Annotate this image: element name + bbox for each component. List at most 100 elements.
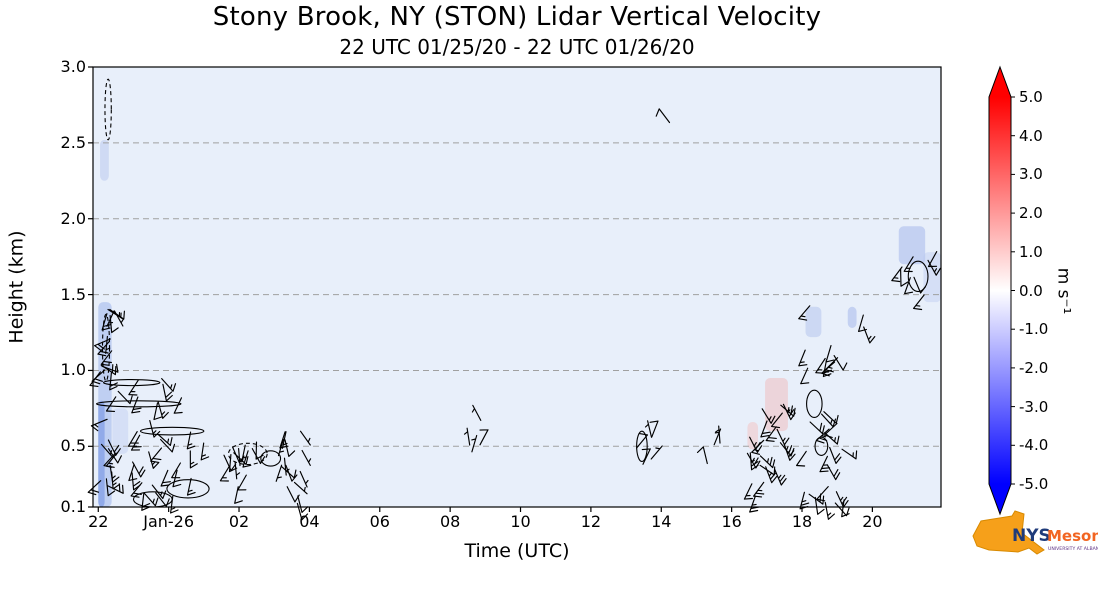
wind-barb — [835, 491, 849, 508]
contour-line — [260, 450, 282, 467]
wind-barb — [809, 421, 825, 435]
wind-barb — [100, 350, 113, 366]
wind-barb — [105, 396, 117, 412]
wind-barb — [900, 268, 909, 287]
x-tick-label: 18 — [791, 512, 813, 531]
wind-barb — [814, 496, 825, 515]
x-tick-label: 12 — [580, 512, 602, 531]
logo-nys-text: NYS — [1012, 526, 1051, 546]
x-tick-label: 04 — [299, 512, 320, 531]
wind-barb — [696, 446, 708, 465]
wind-barb — [237, 474, 247, 491]
wind-barb — [143, 492, 159, 507]
x-tick-label: 10 — [510, 512, 531, 531]
wind-barb — [131, 396, 142, 414]
wind-barb — [186, 477, 196, 496]
ny-state-shape — [972, 510, 1045, 555]
wind-barb — [284, 439, 296, 457]
y-tick-label: 1.5 — [60, 284, 86, 304]
wind-barb — [173, 397, 183, 414]
wind-barb — [765, 426, 777, 442]
y-tick-label: 0.1 — [60, 497, 86, 516]
contour-line — [227, 442, 268, 466]
wind-barb — [749, 452, 759, 471]
velocity-patch — [898, 226, 926, 265]
y-tick-label: 1.0 — [60, 360, 86, 380]
wind-barb — [128, 379, 139, 396]
wind-barb — [824, 432, 840, 445]
wind-barb — [903, 256, 914, 273]
x-axis-label: Time (UTC) — [464, 540, 570, 562]
wind-barb — [927, 259, 941, 276]
y-tick-label: 0.5 — [60, 436, 86, 456]
wind-barb — [101, 313, 112, 331]
wind-barb — [913, 276, 926, 294]
velocity-patch — [765, 378, 788, 432]
contour-line — [814, 436, 829, 456]
wind-barb — [471, 404, 482, 421]
contour-line — [907, 260, 929, 293]
wind-barb — [759, 455, 776, 469]
colorbar-tick-label: 0.0 — [1019, 281, 1043, 300]
wind-barb — [753, 481, 765, 498]
wind-barb — [751, 439, 765, 455]
x-tick-label: 22 — [88, 512, 109, 531]
wind-barb — [153, 402, 163, 421]
wind-barb — [479, 429, 489, 446]
wind-barb — [105, 478, 116, 497]
wind-barb — [200, 442, 210, 461]
wind-barb — [127, 431, 139, 447]
wind-barb — [641, 448, 651, 465]
wind-barb — [297, 495, 309, 513]
wind-barb — [87, 480, 102, 496]
x-tick-label: 14 — [651, 512, 672, 531]
wind-barb — [109, 372, 118, 391]
velocity-patch — [747, 422, 759, 450]
contour-line — [806, 389, 823, 419]
wind-barb — [228, 454, 238, 473]
wind-barb — [149, 420, 161, 438]
wind-barb — [819, 455, 831, 473]
logo-mesonet-text: Mesonet — [1047, 527, 1098, 545]
wind-barb — [94, 338, 111, 351]
wind-barb — [285, 464, 298, 482]
wind-barb — [172, 469, 182, 488]
colorbar-tick-label: 4.0 — [1019, 126, 1043, 145]
wind-barb — [299, 470, 309, 488]
wind-barb — [760, 420, 771, 438]
wind-barb — [782, 403, 796, 421]
colorbar-tick-label: 2.0 — [1019, 204, 1043, 223]
colorbar-tick-label: -2.0 — [1019, 358, 1049, 377]
wind-barb — [299, 430, 311, 446]
wind-barb — [160, 438, 176, 453]
wind-barb — [715, 425, 721, 444]
plot-border — [92, 66, 942, 508]
colorbar-tick-label: -4.0 — [1019, 436, 1049, 455]
wind-barb — [834, 502, 850, 517]
wind-barb — [242, 450, 252, 468]
velocity-patch — [847, 306, 857, 328]
wind-barb — [463, 427, 471, 446]
velocity-patch — [98, 400, 105, 507]
y-axis-label: Height (km) — [6, 230, 28, 344]
wind-barb — [105, 452, 118, 468]
wind-barb — [650, 445, 663, 460]
wind-barb — [286, 486, 300, 503]
wind-barb — [231, 446, 245, 464]
wind-barb — [162, 383, 173, 402]
plot-background — [93, 67, 941, 507]
colorbar — [988, 65, 1012, 516]
wind-barb — [815, 428, 830, 444]
wind-barbs-layer — [87, 108, 941, 521]
wind-barb — [275, 464, 283, 482]
wind-barb — [151, 484, 167, 500]
wind-barb — [833, 355, 848, 371]
mesonet-logo: NYS Mesonet UNIVERSITY AT ALBANY — [972, 510, 1098, 555]
x-tick-label: 08 — [439, 512, 461, 531]
wind-barb — [746, 452, 761, 469]
wind-barb — [841, 448, 858, 460]
x-tick-label: 06 — [369, 512, 390, 531]
wind-barb — [749, 495, 760, 513]
contour-line — [139, 426, 205, 436]
